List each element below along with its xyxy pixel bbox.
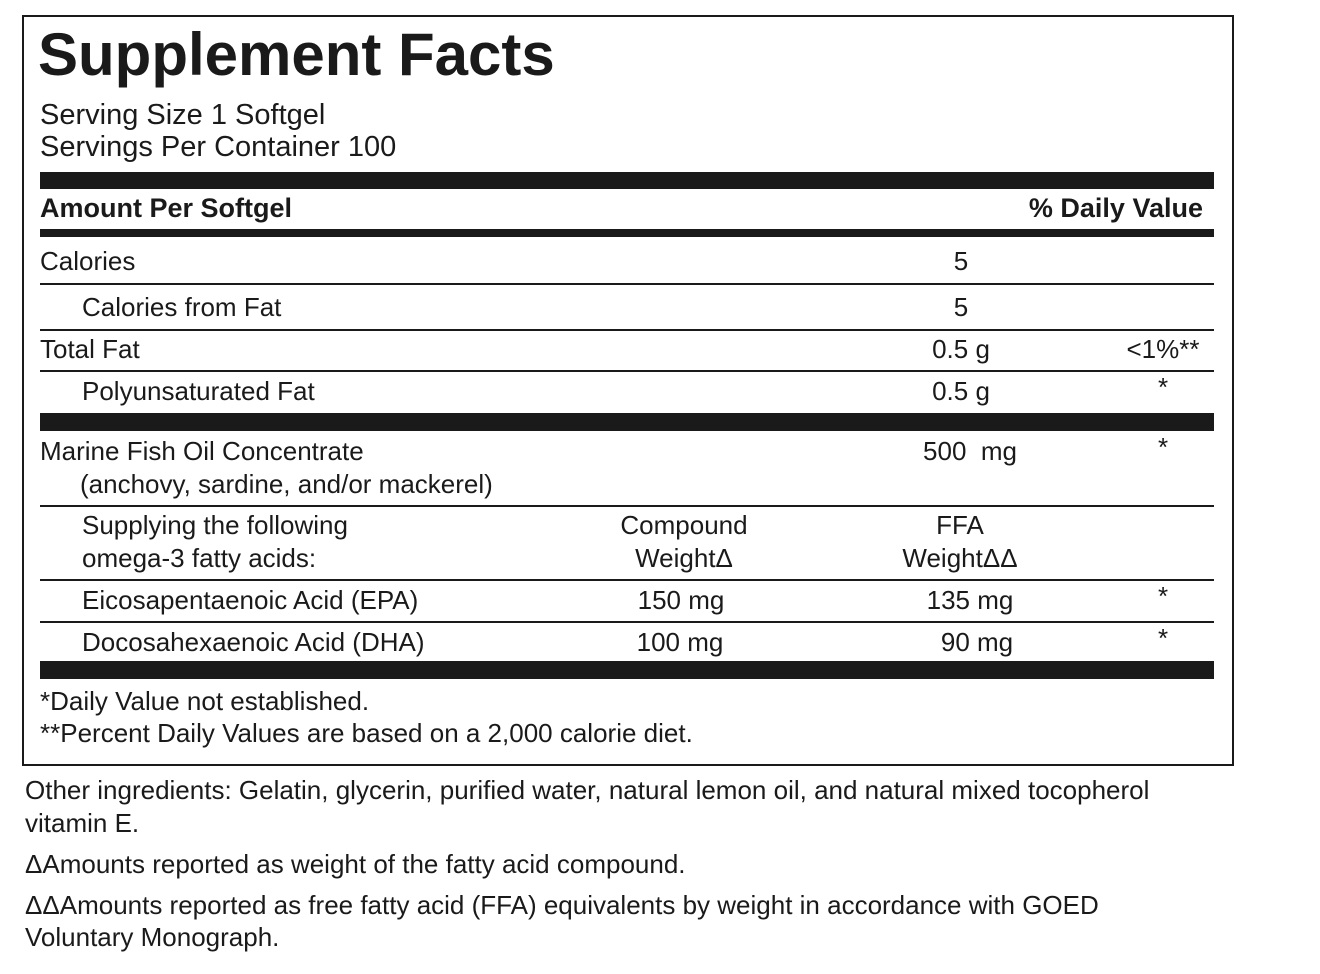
- row-name: Marine Fish Oil Concentrate: [40, 436, 364, 466]
- rule: [40, 505, 1214, 507]
- footnote: **Percent Daily Values are based on a 2,…: [40, 718, 693, 748]
- header-daily-value: % Daily Value: [1028, 193, 1203, 223]
- row-daily-value: *: [1157, 623, 1169, 653]
- rule: [40, 329, 1214, 331]
- serving-size: Serving Size 1 Softgel: [40, 99, 326, 131]
- row-daily-value: *: [1157, 372, 1169, 402]
- row-ffa: 90 mg: [940, 627, 1014, 657]
- panel-title: Supplement Facts: [38, 21, 555, 88]
- column-header: Compound: [620, 510, 748, 540]
- row-ffa: 135 mg: [926, 585, 1014, 615]
- rule: [40, 621, 1214, 623]
- row-daily-value: *: [1157, 432, 1169, 462]
- column-header: WeightΔΔ: [902, 543, 1018, 573]
- row-name: Calories from Fat: [82, 292, 282, 322]
- column-header: WeightΔ: [635, 543, 733, 573]
- rule: [40, 283, 1214, 285]
- row-amount: 0.5 g: [932, 334, 990, 364]
- row-compound: 150 mg: [637, 585, 725, 615]
- row-amount: 5: [953, 246, 969, 276]
- row-amount: 0.5 g: [932, 376, 990, 406]
- supplement-panel: [22, 15, 1234, 766]
- header-amount: Amount Per Softgel: [40, 193, 293, 223]
- row-note: (anchovy, sardine, and/or mackerel): [80, 469, 493, 499]
- row-compound: 100 mg: [636, 627, 724, 657]
- row-name: Calories: [40, 246, 136, 276]
- other-ingredients: vitamin E.: [25, 808, 140, 838]
- other-ingredients: Other ingredients: Gelatin, glycerin, pu…: [25, 775, 1150, 805]
- medium-bar: [40, 229, 1214, 237]
- row-name: Polyunsaturated Fat: [82, 376, 315, 406]
- row-amount: 5: [953, 292, 969, 322]
- note: Voluntary Monograph.: [25, 922, 280, 952]
- row-name: omega-3 fatty acids:: [82, 543, 317, 573]
- row-amount: 500 mg: [923, 436, 1017, 466]
- thick-bar: [40, 413, 1214, 431]
- note: ΔAmounts reported as weight of the fatty…: [25, 849, 686, 879]
- servings-per-container: Servings Per Container 100: [40, 131, 397, 163]
- column-header: FFA: [936, 510, 984, 540]
- thick-bar: [40, 172, 1214, 189]
- row-name: Eicosapentaenoic Acid (EPA): [82, 585, 419, 615]
- footnote: *Daily Value not established.: [40, 686, 370, 716]
- row-name: Total Fat: [40, 334, 140, 364]
- row-name: Supplying the following: [82, 510, 348, 540]
- thick-bar: [40, 661, 1214, 679]
- row-name: Docosahexaenoic Acid (DHA): [82, 627, 425, 657]
- row-daily-value: *: [1157, 581, 1169, 611]
- row-daily-value: <1%**: [1126, 334, 1200, 364]
- rule: [40, 370, 1214, 372]
- rule: [40, 579, 1214, 581]
- note: ΔΔAmounts reported as free fatty acid (F…: [25, 890, 1099, 920]
